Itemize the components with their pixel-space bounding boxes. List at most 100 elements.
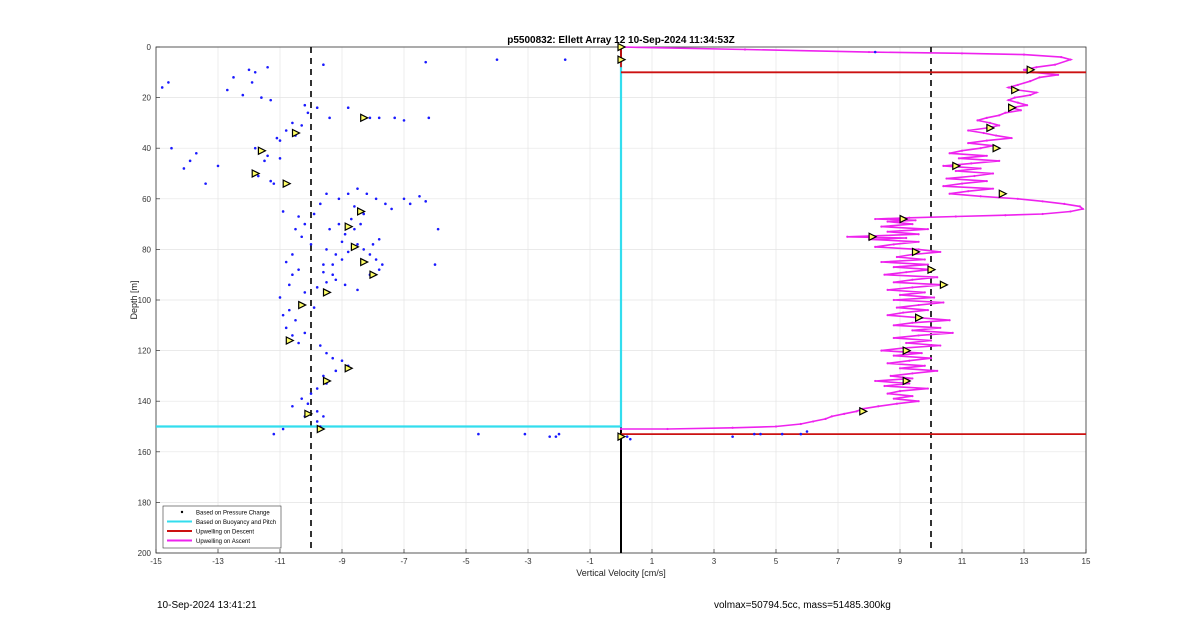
pressure-change-point: [334, 278, 338, 282]
ascent-point: [1004, 214, 1007, 217]
pressure-change-point: [272, 432, 276, 436]
pressure-change-point: [294, 227, 297, 231]
ascent-point: [855, 410, 858, 413]
ascent-point: [1069, 58, 1072, 61]
pressure-change-point: [427, 116, 431, 120]
ascent-point: [812, 420, 815, 423]
ascent-point: [976, 119, 979, 122]
ascent-point: [917, 400, 920, 403]
ascent-point: [799, 422, 802, 426]
pressure-change-point: [523, 432, 527, 436]
y-tick-label: 40: [142, 144, 151, 153]
tick-labels-layer: -15 -13 -11 -9 -7 -5 -3 -1 1 3 5 7 9 11 13 150204060801…: [138, 43, 1091, 566]
ascent-point: [874, 245, 877, 248]
pressure-change-point: [402, 119, 406, 122]
pressure-change-point: [346, 250, 350, 254]
pressure-change-point: [334, 369, 338, 373]
ascent-point: [929, 339, 933, 342]
ascent-point: [926, 263, 930, 266]
x-tick-label: -5: [462, 557, 470, 566]
ascent-point: [880, 260, 883, 264]
pressure-change-point: [331, 263, 335, 266]
ascent-point: [1069, 210, 1072, 213]
ascent-point: [991, 187, 995, 190]
ascent-point: [1060, 56, 1063, 59]
pressure-change-point: [188, 159, 192, 163]
ascent-point: [957, 157, 961, 160]
triangle-marker: [350, 242, 360, 252]
ascent-point: [895, 402, 899, 405]
pressure-change-point: [374, 197, 378, 201]
pressure-change-point: [272, 182, 276, 185]
ascent-point: [985, 154, 988, 157]
ascent-point: [926, 387, 930, 390]
pressure-change-point: [436, 227, 440, 231]
x-axis-label: Vertical Velocity [cm/s]: [576, 568, 666, 578]
pressure-change-point: [548, 435, 551, 438]
pressure-change-point: [353, 227, 356, 231]
ascent-point: [982, 131, 985, 135]
pressure-change-point: [759, 432, 762, 436]
pressure-change-point: [309, 392, 313, 395]
y-tick-label: 20: [142, 94, 151, 103]
ascent-point: [911, 278, 914, 281]
ascent-point: [979, 147, 982, 150]
triangle-marker: [617, 55, 627, 65]
pressure-change-point: [322, 63, 325, 67]
pressure-change-point: [365, 192, 369, 196]
pressure-change-point: [563, 58, 567, 61]
ascent-point: [926, 228, 930, 231]
y-tick-label: 160: [138, 448, 152, 457]
ascent-point: [1022, 68, 1026, 71]
ascent-point: [1041, 200, 1044, 203]
x-tick-label: -1: [586, 557, 594, 566]
pressure-change-point: [291, 334, 294, 337]
ascent-point: [1022, 53, 1026, 56]
pressure-change-point: [306, 402, 310, 406]
ascent-point: [954, 169, 957, 173]
buoyancy-pitch-line: [156, 59, 623, 428]
triangle-marker: [1008, 103, 1017, 113]
ascent-point: [905, 236, 908, 240]
ascent-point: [902, 311, 905, 314]
pressure-change-point: [284, 326, 288, 330]
ascent-point: [960, 182, 964, 185]
triangle-marker: [251, 169, 261, 178]
pressure-change-point: [393, 116, 397, 120]
pressure-change-point: [315, 420, 319, 423]
ascent-point: [1035, 66, 1038, 69]
ascent-point: [774, 425, 778, 428]
y-tick-label: 140: [138, 397, 152, 406]
ascent-point: [911, 321, 914, 324]
legend: Based on Pressure Change Based on Buoyanc…: [162, 505, 282, 549]
y-tick-label: 120: [138, 347, 152, 356]
pressure-change-point: [253, 71, 257, 74]
pressure-change-point: [322, 415, 325, 418]
pressure-change-point: [337, 197, 341, 201]
legend-label: Upwelling on Ascent: [196, 539, 250, 545]
pressure-change-point: [873, 50, 877, 54]
pressure-change-point: [315, 410, 319, 413]
triangle-markers-layer: [251, 42, 1036, 442]
pressure-change-point: [266, 65, 269, 69]
x-tick-label: 13: [1020, 557, 1029, 566]
ascent-point: [1041, 212, 1044, 216]
ascent-point: [1016, 197, 1019, 200]
ascent-point: [908, 382, 911, 385]
ascent-point: [874, 379, 877, 383]
y-tick-label: 100: [138, 296, 152, 305]
ascent-point: [942, 301, 945, 304]
pressure-change-point: [381, 263, 384, 266]
pressure-change-point: [625, 435, 629, 438]
ascent-point: [867, 50, 871, 54]
x-tick-label: -7: [400, 557, 408, 566]
y-tick-label: 180: [138, 498, 152, 507]
pressure-change-point: [315, 106, 319, 110]
pressure-change-point: [284, 129, 288, 132]
ascent-point: [874, 217, 877, 221]
ascent-upwelling-line: [620, 46, 1085, 430]
ascent-point: [973, 174, 976, 178]
triangle-marker: [1026, 65, 1036, 75]
pressure-change-point: [408, 202, 412, 206]
y-tick-label: 80: [142, 245, 151, 254]
